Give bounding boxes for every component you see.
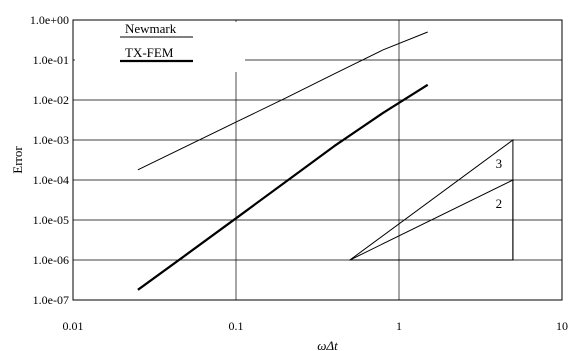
slope-label-2: 2: [496, 196, 503, 211]
series-lines: [137, 31, 429, 291]
y-tick-label: 1.0e+00: [30, 13, 69, 27]
series-line-newmark: [137, 31, 428, 171]
x-tick-label: 0.1: [229, 319, 244, 333]
x-tick-labels: 0.01 0.1 1 10: [63, 319, 569, 333]
y-tick-label: 1.0e-03: [33, 133, 69, 147]
x-tick-label: 0.01: [63, 319, 84, 333]
slope-triangles: 32: [348, 139, 514, 261]
y-tick-label: 1.0e-05: [33, 213, 69, 227]
series-line-tx-fem: [137, 83, 429, 291]
y-axis-label: Error: [10, 146, 25, 174]
y-tick-label: 1.0e-01: [33, 53, 69, 67]
x-axis-label: ωΔt: [317, 338, 338, 351]
plot-frame: [72, 19, 563, 301]
y-tick-labels: 1.0e-07 1.0e-06 1.0e-05 1.0e-04 1.0e-03 1.0e-…: [30, 13, 69, 307]
x-tick-label: 1: [396, 319, 402, 333]
y-tick-label: 1.0e-04: [33, 173, 69, 187]
slope-label-3: 3: [496, 156, 503, 171]
legend: Newmark TX-FEM: [75, 21, 245, 72]
legend-label-tx-fem: TX-FEM: [125, 45, 174, 60]
slope-triangle-2: [349, 179, 514, 261]
legend-box: [75, 22, 245, 72]
y-tick-label: 1.0e-02: [33, 93, 69, 107]
legend-label-newmark: Newmark: [125, 21, 177, 36]
y-tick-label: 1.0e-06: [33, 253, 69, 267]
slope-triangle-3: [348, 139, 514, 261]
y-tick-label: 1.0e-07: [33, 293, 69, 307]
x-tick-label: 10: [556, 319, 568, 333]
